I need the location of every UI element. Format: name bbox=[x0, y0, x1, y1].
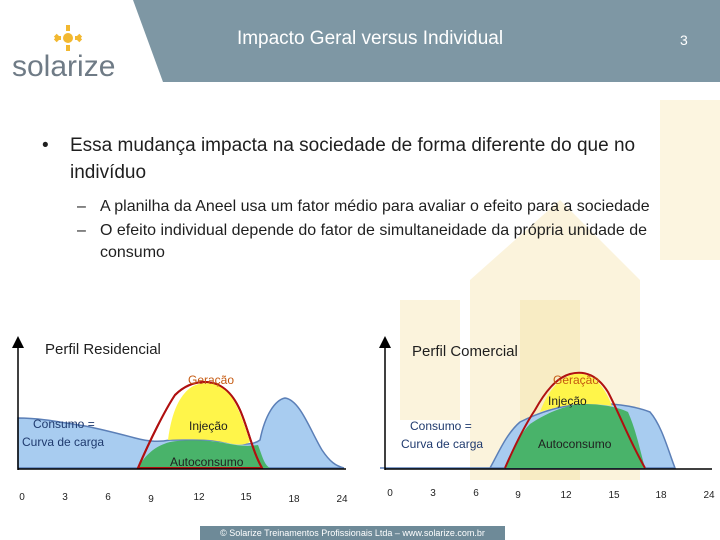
logo-text: solarize bbox=[12, 50, 116, 83]
commercial-injecao-label: Injeção bbox=[548, 394, 587, 408]
tick-label: 24 bbox=[336, 494, 348, 505]
sub-bullet-item: – O efeito individual depende do fator d… bbox=[30, 220, 690, 264]
residential-geracao-outline bbox=[137, 380, 263, 469]
tick-label: 0 bbox=[19, 492, 25, 503]
bullet-dot-icon: • bbox=[42, 135, 49, 156]
tick-label: 18 bbox=[288, 494, 300, 505]
tick-label: 9 bbox=[148, 494, 154, 505]
residential-title: Perfil Residencial bbox=[45, 341, 161, 358]
tick-label: 9 bbox=[515, 490, 521, 501]
slide-title: Impacto Geral versus Individual bbox=[236, 28, 504, 49]
bullet-text: Essa mudança impacta na sociedade de for… bbox=[70, 135, 636, 183]
residential-autoconsumo-area bbox=[138, 440, 270, 468]
bullet-list: • Essa mudança impacta na sociedade de f… bbox=[30, 132, 690, 264]
residential-geracao-label: Geração bbox=[188, 373, 234, 387]
tick-label: 3 bbox=[62, 492, 68, 503]
tick-label: 18 bbox=[655, 490, 667, 501]
tick-label: 15 bbox=[608, 490, 620, 501]
commercial-consumo-label: Consumo = bbox=[410, 419, 472, 433]
tick-label: 0 bbox=[387, 488, 393, 499]
tick-label: 6 bbox=[473, 488, 479, 499]
tick-label: 12 bbox=[193, 492, 205, 503]
sub-bullet-item: – A planilha da Aneel usa um fator médio… bbox=[30, 196, 690, 218]
commercial-curva-label: Curva de carga bbox=[401, 437, 483, 451]
commercial-ticks: 0 3 6 9 12 15 18 24 bbox=[387, 488, 715, 501]
dash-icon: – bbox=[77, 222, 86, 239]
tick-label: 3 bbox=[430, 488, 436, 499]
commercial-geracao-outline bbox=[504, 371, 646, 469]
residential-ticks: 0 3 6 9 12 15 18 24 bbox=[19, 492, 348, 505]
title-bar bbox=[133, 0, 720, 82]
residential-curva-label: Curva de carga bbox=[22, 435, 104, 449]
commercial-autoconsumo-area bbox=[505, 404, 645, 468]
commercial-chart: Perfil Comercial Geração Injeção Consumo… bbox=[379, 336, 715, 501]
tick-label: 15 bbox=[240, 492, 252, 503]
residential-injecao-area bbox=[168, 383, 250, 445]
residential-chart: Perfil Residencial Geração Injeção Consu… bbox=[12, 336, 348, 505]
commercial-injecao-area bbox=[540, 373, 612, 412]
tick-label: 12 bbox=[560, 490, 572, 501]
residential-injecao-label: Injeção bbox=[189, 419, 228, 433]
commercial-geracao-label: Geração bbox=[553, 373, 599, 387]
commercial-autoconsumo-label: Autoconsumo bbox=[538, 437, 612, 451]
sun-logo-icon bbox=[53, 25, 83, 51]
footer-copyright: © Solarize Treinamentos Profissionais Lt… bbox=[200, 526, 505, 540]
tick-label: 6 bbox=[105, 492, 111, 503]
bullet-item: • Essa mudança impacta na sociedade de f… bbox=[30, 132, 690, 186]
logo: solarize bbox=[10, 24, 125, 83]
sub-bullet-text: O efeito individual depende do fator de … bbox=[100, 222, 648, 261]
header: solarize Impacto Geral versus Individual… bbox=[0, 0, 720, 100]
tick-label: 24 bbox=[703, 490, 715, 501]
page-number: 3 bbox=[680, 32, 688, 48]
profile-charts: Perfil Residencial Geração Injeção Consu… bbox=[12, 336, 715, 505]
dash-icon: – bbox=[77, 198, 86, 215]
residential-consumo-label: Consumo = bbox=[33, 417, 95, 431]
commercial-title: Perfil Comercial bbox=[412, 343, 518, 360]
sub-bullet-text: A planilha da Aneel usa um fator médio p… bbox=[100, 198, 650, 215]
residential-autoconsumo-label: Autoconsumo bbox=[170, 455, 244, 469]
